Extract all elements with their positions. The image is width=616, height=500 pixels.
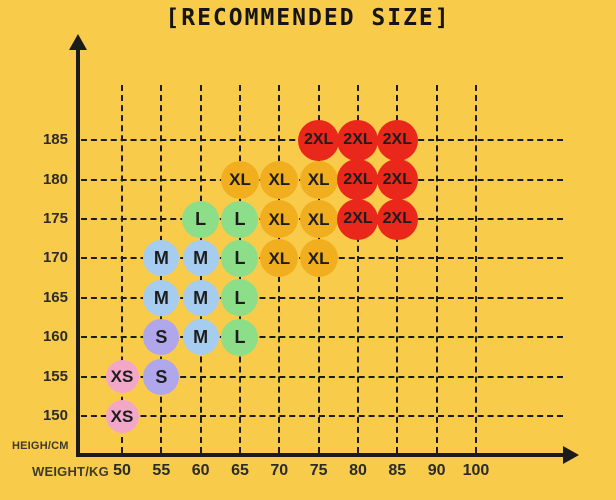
size-bubble-xs: XS	[105, 360, 139, 394]
size-bubble-l: L	[221, 239, 259, 277]
size-bubble-s: S	[143, 358, 180, 395]
x-tick-label: 70	[270, 462, 289, 479]
size-bubble-l: L	[182, 200, 220, 238]
x-tick-label: 90	[427, 462, 446, 479]
x-axis-title: WEIGHT/KG	[32, 464, 109, 479]
y-axis	[76, 46, 80, 457]
y-axis-title: HEIGH/CM	[12, 440, 69, 452]
size-bubble-l: L	[221, 279, 259, 317]
size-bubble-2xl: 2XL	[337, 119, 379, 161]
x-tick-label: 85	[388, 462, 407, 479]
y-tick-label: 165	[42, 288, 68, 306]
y-tick-label: 180	[42, 170, 68, 188]
y-tick-label: 170	[42, 249, 68, 267]
size-bubble-xs: XS	[105, 399, 139, 433]
size-bubble-xl: XL	[220, 160, 259, 199]
size-bubble-l: L	[221, 200, 259, 238]
y-tick-label: 155	[42, 367, 68, 385]
chart-title: [RECOMMENDED SIZE]	[165, 5, 451, 31]
gridline-vertical	[356, 85, 359, 453]
size-bubble-2xl: 2XL	[337, 198, 379, 240]
size-bubble-xl: XL	[299, 200, 338, 238]
size-bubble-m: M	[182, 240, 219, 277]
y-tick-label: 150	[42, 407, 68, 424]
y-tick-label: 185	[42, 131, 68, 149]
size-bubble-2xl: 2XL	[376, 159, 418, 201]
gridline-horizontal	[81, 375, 563, 378]
x-tick-label: 65	[231, 462, 249, 479]
y-tick-label: 175	[42, 210, 68, 227]
y-axis-arrow-icon	[69, 34, 87, 50]
gridline-horizontal	[81, 415, 563, 417]
y-tick-label: 160	[42, 328, 68, 346]
size-bubble-xl: XL	[299, 160, 338, 199]
size-bubble-2xl: 2XL	[376, 198, 418, 240]
size-bubble-2xl: 2XL	[376, 119, 418, 161]
x-tick-label: 50	[113, 462, 131, 479]
x-tick-label: 100	[462, 462, 490, 479]
size-bubble-m: M	[182, 279, 219, 316]
size-bubble-s: S	[143, 319, 180, 356]
gridline-vertical	[396, 85, 399, 453]
size-bubble-2xl: 2XL	[337, 159, 379, 201]
size-bubble-2xl: 2XL	[298, 119, 340, 161]
x-axis-arrow-icon	[563, 446, 579, 464]
x-axis	[76, 453, 566, 457]
size-bubble-xl: XL	[260, 200, 299, 238]
gridline-vertical	[121, 85, 123, 453]
size-bubble-m: M	[143, 279, 180, 316]
x-tick-label: 60	[191, 462, 210, 479]
x-tick-label: 75	[309, 462, 328, 479]
gridline-vertical	[474, 85, 477, 453]
size-bubble-m: M	[182, 319, 219, 356]
size-bubble-l: L	[221, 318, 259, 356]
x-tick-label: 80	[349, 462, 367, 479]
x-tick-label: 55	[152, 462, 171, 479]
size-bubble-xl: XL	[260, 239, 299, 278]
gridline-vertical	[435, 85, 438, 453]
size-bubble-xl: XL	[260, 160, 299, 199]
size-bubble-xl: XL	[299, 239, 338, 278]
gridline-horizontal	[81, 336, 563, 339]
size-bubble-m: M	[143, 240, 180, 277]
gridline-horizontal	[81, 296, 563, 299]
